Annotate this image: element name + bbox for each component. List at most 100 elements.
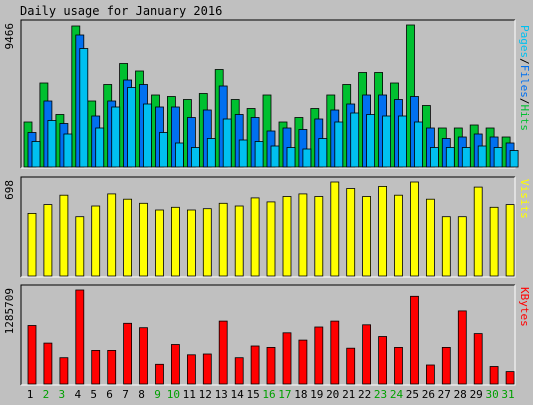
bar-pages-day-10	[174, 142, 184, 168]
bar-visits-day-16	[266, 201, 276, 277]
bar-visits-day-28	[457, 216, 467, 277]
bar-visits-day-17	[282, 196, 292, 277]
bar-visits-day-27	[441, 216, 451, 277]
bar-pages-day-2	[47, 120, 57, 168]
ylabel-part-4: Hits	[518, 105, 531, 132]
day-label-24: 24	[390, 388, 404, 401]
day-label-6: 6	[106, 388, 113, 401]
bar-visits-day-29	[473, 186, 483, 277]
bar-visits-day-19	[314, 196, 324, 277]
bar-visits-day-9	[155, 209, 164, 277]
day-label-13: 13	[215, 388, 228, 401]
bar-pages-day-31	[509, 150, 519, 168]
bar-pages-day-12	[206, 138, 216, 168]
bar-pages-day-25	[414, 121, 423, 168]
bar-kbytes-day-4	[75, 289, 85, 385]
day-label-28: 28	[454, 388, 467, 401]
bar-pages-day-24	[398, 115, 407, 168]
day-label-8: 8	[138, 388, 145, 401]
day-label-25: 25	[406, 388, 419, 401]
bar-pages-day-13	[222, 118, 232, 168]
day-label-1: 1	[27, 388, 34, 401]
day-label-16: 16	[262, 388, 275, 401]
bar-pages-day-9	[159, 132, 168, 168]
bar-pages-day-3	[63, 133, 73, 168]
day-label-23: 23	[374, 388, 387, 401]
bar-pages-day-6	[111, 106, 121, 168]
day-label-31: 31	[501, 388, 514, 401]
panel-2-border-dark	[20, 176, 515, 277]
day-label-19: 19	[310, 388, 323, 401]
ylabel-part-3: /	[518, 98, 531, 105]
bar-kbytes-day-8	[139, 327, 148, 385]
day-label-17: 17	[278, 388, 291, 401]
bar-kbytes-day-28	[457, 310, 467, 385]
day-label-10: 10	[167, 388, 180, 401]
bar-visits-day-6	[107, 193, 117, 277]
bar-kbytes-day-13	[218, 320, 228, 385]
bar-pages-day-7	[127, 87, 136, 168]
day-label-21: 21	[342, 388, 355, 401]
chart-title: Daily usage for January 2016	[20, 4, 222, 18]
bar-pages-day-29	[477, 145, 487, 168]
bar-kbytes-day-7	[123, 322, 132, 385]
bar-visits-day-20	[330, 181, 340, 277]
bar-pages-day-4	[79, 48, 89, 168]
bar-kbytes-day-19	[314, 326, 324, 385]
bar-visits-day-11	[186, 209, 196, 277]
bar-visits-day-1	[27, 212, 37, 277]
day-label-4: 4	[74, 388, 81, 401]
bar-visits-day-26	[425, 198, 435, 277]
bar-pages-day-1	[31, 141, 41, 168]
bar-pages-day-14	[238, 139, 248, 168]
bar-pages-day-5	[95, 127, 105, 168]
bar-kbytes-day-12	[202, 353, 212, 385]
panel-1-border-light	[21, 20, 516, 169]
panel-2-border-light	[21, 177, 516, 278]
bar-visits-day-23	[378, 185, 388, 277]
bar-kbytes-day-26	[425, 364, 435, 385]
bar-pages-day-18	[302, 148, 312, 168]
day-label-2: 2	[43, 388, 50, 401]
bar-kbytes-day-22	[362, 324, 372, 385]
bar-pages-day-11	[190, 147, 200, 168]
bar-kbytes-day-31	[505, 371, 515, 385]
bar-pages-day-15	[254, 141, 264, 168]
day-label-29: 29	[470, 388, 483, 401]
ylabel-part-1: /	[518, 58, 531, 65]
bar-kbytes-day-23	[378, 336, 388, 385]
bar-kbytes-day-29	[473, 333, 483, 385]
panel-2-ylabel: Visits	[518, 179, 531, 219]
day-label-7: 7	[122, 388, 129, 401]
bar-pages-day-28	[461, 147, 471, 168]
panel-3-ylabel: KBytes	[518, 287, 531, 327]
bar-kbytes-day-14	[234, 357, 244, 385]
panel-1-ylabel: Pages/Files/Hits	[518, 25, 531, 131]
bar-pages-day-30	[493, 147, 503, 168]
day-label-18: 18	[294, 388, 307, 401]
bar-pages-day-27	[445, 147, 455, 168]
day-label-14: 14	[230, 388, 244, 401]
day-label-30: 30	[485, 388, 498, 401]
bar-visits-day-8	[139, 202, 148, 277]
day-label-22: 22	[358, 388, 371, 401]
bar-pages-day-16	[270, 145, 280, 168]
panel-3-max-label: 1285709	[3, 288, 16, 334]
bar-visits-day-30	[489, 206, 499, 277]
bar-kbytes-day-24	[394, 346, 403, 385]
bar-pages-day-23	[382, 115, 392, 168]
bar-kbytes-day-1	[27, 325, 37, 385]
panel-2-max-label: 698	[3, 180, 16, 200]
bar-visits-day-25	[410, 181, 419, 277]
bar-kbytes-day-3	[59, 357, 69, 385]
panel-3-border-light	[21, 285, 516, 386]
bar-visits-day-3	[59, 194, 69, 277]
bar-pages-day-21	[350, 112, 360, 168]
bar-visits-day-21	[346, 188, 356, 277]
day-label-27: 27	[438, 388, 451, 401]
bar-visits-day-13	[218, 202, 228, 277]
bar-kbytes-day-21	[346, 347, 356, 385]
panel-1-border-dark	[20, 19, 515, 168]
day-label-5: 5	[90, 388, 97, 401]
